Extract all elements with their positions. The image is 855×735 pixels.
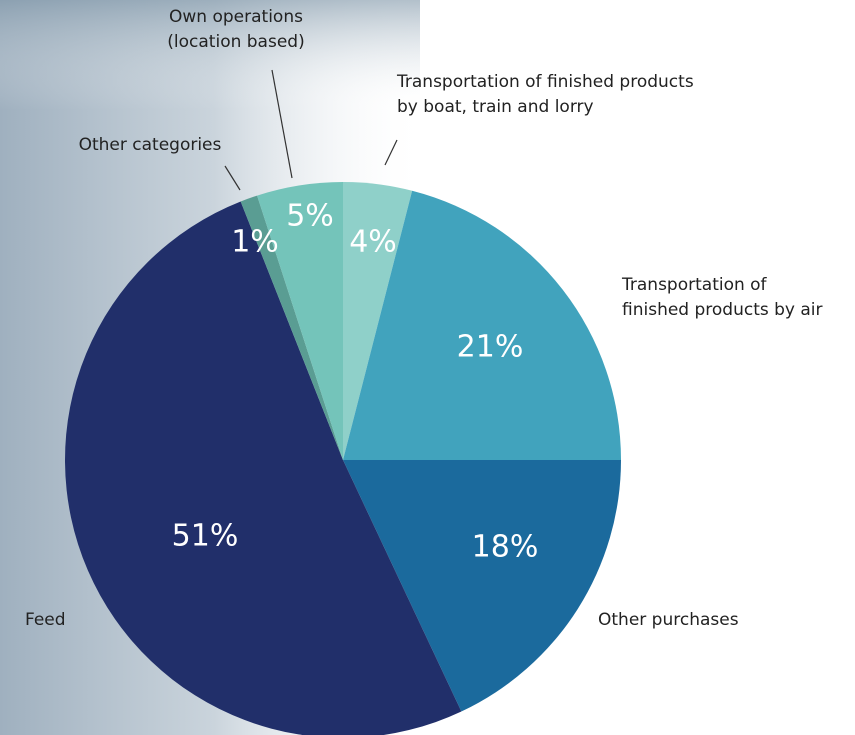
leader-line <box>271 69 293 179</box>
category-label: Other categories <box>79 135 222 155</box>
pie-slice <box>65 201 462 735</box>
pie-slice <box>257 182 343 460</box>
pie-slice <box>343 182 413 460</box>
leader-line <box>384 139 398 166</box>
category-label: finished products by air <box>622 300 823 320</box>
value-label: 4% <box>349 225 397 260</box>
category-label: Transportation of <box>621 275 768 295</box>
leader-line <box>224 165 241 191</box>
category-label: (location based) <box>167 32 304 52</box>
category-label: by boat, train and lorry <box>397 97 594 117</box>
pie-slice <box>343 460 621 712</box>
category-label: Feed <box>25 610 66 630</box>
category-label: Own operations <box>169 7 303 27</box>
value-label: 21% <box>457 330 524 365</box>
category-label: Other purchases <box>598 610 739 630</box>
value-label: 5% <box>286 199 334 234</box>
pie-slice <box>240 195 343 460</box>
category-label: Transportation of finished products <box>396 72 694 92</box>
pie-slice <box>343 190 621 460</box>
value-label: 1% <box>231 225 279 260</box>
value-label: 18% <box>472 530 539 565</box>
value-label: 51% <box>172 519 239 554</box>
